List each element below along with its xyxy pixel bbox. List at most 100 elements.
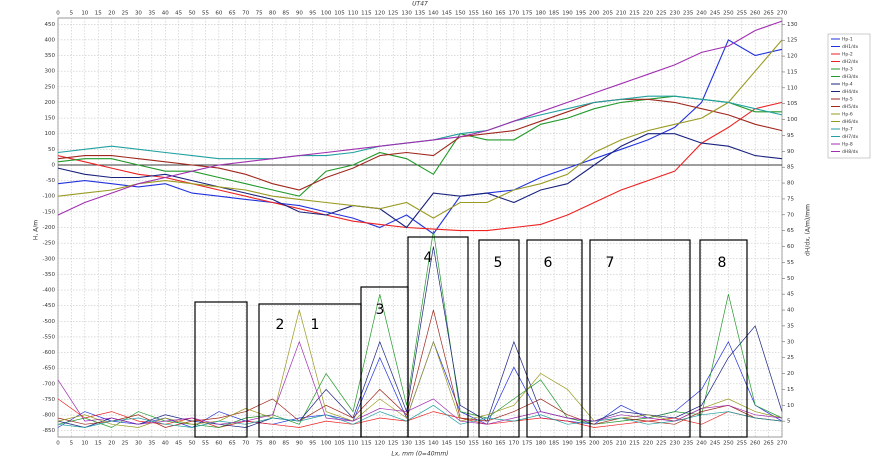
- x-tick-label: 90: [296, 441, 303, 447]
- y-tick-label: 250: [45, 84, 56, 90]
- x-tick-label: 250: [723, 441, 734, 447]
- x-tick-label: 200: [589, 441, 600, 447]
- annotation-label: 1: [311, 317, 320, 333]
- series-line: [57, 230, 783, 428]
- legend-label: Hp-4: [842, 82, 853, 88]
- x-tick-label-top: 240: [696, 11, 707, 17]
- x-tick-label-top: 40: [162, 11, 169, 17]
- annotation-label: 2: [276, 317, 285, 333]
- x-tick-label-top: 175: [522, 11, 533, 17]
- y2-tick-label: 80: [787, 181, 794, 187]
- legend-label: dH7/dx: [842, 134, 858, 140]
- y2-tick-label: 10: [787, 403, 794, 409]
- y2-tick-label: 85: [787, 165, 794, 171]
- legend-label: Hp-5: [842, 97, 853, 103]
- annotation-label: 3: [376, 302, 385, 318]
- y-tick-label: -550: [43, 334, 56, 340]
- x-tick-label-top: 190: [562, 11, 573, 17]
- y2-tick-label: 15: [787, 387, 794, 393]
- x-tick-label-top: 65: [229, 11, 236, 17]
- series-line: [57, 39, 783, 219]
- legend-label: dH6/dx: [842, 119, 858, 125]
- y2-tick-label: 5: [787, 419, 791, 425]
- x-tick-label: 170: [509, 441, 520, 447]
- x-tick-label-top: 200: [589, 11, 600, 17]
- series-line: [57, 20, 783, 216]
- legend-label: dH2/dx: [842, 59, 858, 65]
- x-tick-label: 50: [189, 441, 196, 447]
- y-tick-label: -350: [43, 272, 56, 278]
- x-tick-label: 165: [495, 441, 506, 447]
- y-tick-label: -400: [43, 288, 56, 294]
- x-tick-label-top: 35: [148, 11, 155, 17]
- x-tick-label-top: 205: [602, 11, 613, 17]
- x-tick-label-top: 225: [656, 11, 667, 17]
- x-tick-label-top: 85: [282, 11, 289, 17]
- x-tick-label-top: 140: [428, 11, 439, 17]
- y-tick-label: 50: [48, 147, 55, 153]
- x-tick-label: 145: [442, 441, 453, 447]
- x-tick-label: 245: [710, 441, 721, 447]
- y2-tick-label: 75: [787, 196, 794, 202]
- x-tick-label-top: 250: [723, 11, 734, 17]
- x-tick-label: 85: [282, 441, 289, 447]
- y2-tick-label: 60: [787, 244, 794, 250]
- y2-tick-label: 45: [787, 292, 794, 298]
- x-tick-label: 0: [56, 441, 60, 447]
- legend-label: Hp-7: [842, 127, 853, 133]
- x-axis-label: Lx, mm (0=40mm): [391, 451, 448, 458]
- x-tick-label-top: 110: [348, 11, 359, 17]
- x-tick-label: 40: [162, 441, 169, 447]
- x-tick-label-top: 260: [750, 11, 761, 17]
- series-line: [57, 95, 782, 197]
- x-tick-label-top: 145: [442, 11, 453, 17]
- legend-label: dH5/dx: [842, 104, 858, 110]
- series-line: [57, 246, 783, 428]
- legend-label: Hp-6: [842, 112, 853, 118]
- y-axis-label: H, A/m: [33, 220, 40, 240]
- annotation-box: [478, 239, 520, 438]
- x-tick-label-top: 135: [415, 11, 426, 17]
- x-tick-label-top: 215: [629, 11, 640, 17]
- x-tick-label: 180: [535, 441, 546, 447]
- legend-label: dH1/dx: [842, 44, 858, 50]
- x-tick-label-top: 75: [256, 11, 263, 17]
- annotation-box: [526, 239, 583, 438]
- x-tick-label-top: 220: [643, 11, 654, 17]
- legend-label: Hp-1: [842, 37, 853, 43]
- x-tick-label: 210: [616, 441, 627, 447]
- x-tick-label-top: 155: [468, 11, 479, 17]
- y2-tick-label: 40: [787, 308, 794, 314]
- annotation-label: 5: [494, 255, 503, 271]
- y-tick-label: 200: [45, 100, 56, 106]
- annotation-label: 6: [544, 255, 553, 271]
- x-tick-label-top: 15: [95, 11, 102, 17]
- x-tick-label: 135: [415, 441, 426, 447]
- x-tick-label-top: 265: [763, 11, 774, 17]
- x-tick-label-top: 185: [549, 11, 560, 17]
- x-tick-label-top: 245: [710, 11, 721, 17]
- y2-tick-label: 120: [787, 54, 798, 60]
- y2-tick-label: 105: [787, 101, 798, 107]
- y2-tick-label: 50: [787, 276, 794, 282]
- x-tick-label-top: 90: [296, 11, 303, 17]
- x-tick-label-top: 70: [242, 11, 249, 17]
- x-tick-label-top: 80: [269, 11, 276, 17]
- y2-tick-label: 115: [787, 69, 798, 75]
- y-tick-label: -100: [43, 194, 56, 200]
- series-line: [57, 340, 783, 425]
- legend-label: Hp-2: [842, 52, 853, 58]
- x-tick-label: 160: [482, 441, 493, 447]
- y-tick-label: -300: [43, 256, 56, 262]
- x-tick-label: 255: [737, 441, 748, 447]
- y2-tick-label: 55: [787, 260, 794, 266]
- y-tick-label: 150: [45, 116, 56, 122]
- x-tick-label: 235: [683, 441, 694, 447]
- x-tick-label-top: 150: [455, 11, 466, 17]
- x-tick-label: 45: [175, 441, 182, 447]
- annotation-box: [589, 239, 691, 438]
- y-tick-label: -450: [43, 303, 56, 309]
- x-tick-label: 195: [576, 441, 587, 447]
- x-tick-label: 70: [242, 441, 249, 447]
- x-tick-label: 15: [95, 441, 102, 447]
